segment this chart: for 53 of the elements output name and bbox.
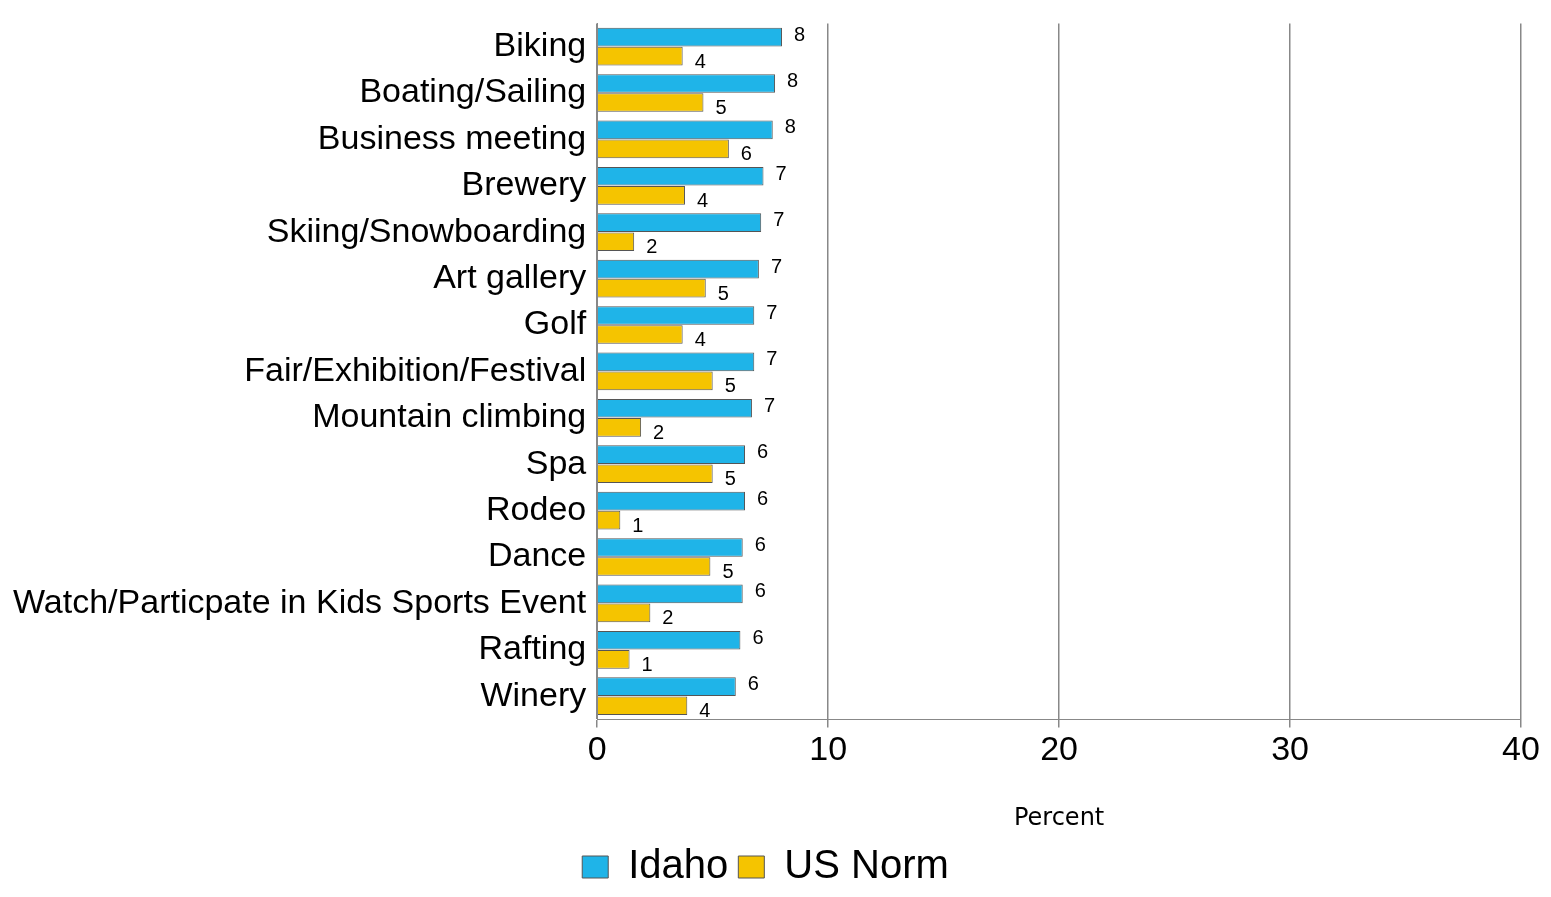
data-label: 7: [775, 161, 787, 184]
x-tick-label: 20: [1040, 729, 1079, 768]
data-label: 1: [632, 513, 644, 536]
data-label: 7: [773, 208, 785, 231]
data-label: 7: [766, 301, 778, 323]
data-label: 8: [793, 22, 806, 45]
legend-label: US Norm: [784, 842, 949, 887]
data-label: 2: [662, 606, 674, 629]
data-label: 7: [770, 254, 783, 277]
data-label: 6: [752, 625, 764, 648]
x-tick-label: 40: [1502, 729, 1540, 768]
x-tick-label: 10: [809, 729, 848, 768]
data-label: 4: [694, 49, 706, 72]
data-label: 5: [724, 374, 736, 397]
data-label: 5: [715, 96, 727, 119]
data-label: 1: [641, 652, 653, 675]
y-tick-label: Dance: [487, 535, 587, 574]
data-label: 4: [699, 699, 711, 722]
y-tick-label: Art gallery: [433, 256, 587, 295]
y-tick-label: Mountain climbing: [312, 396, 587, 435]
data-label: 7: [766, 347, 778, 370]
y-tick-label: Spa: [525, 442, 587, 481]
y-tick-label: Business meeting: [317, 117, 587, 156]
y-tick-label: Biking: [493, 24, 587, 63]
x-tick-label: 0: [587, 729, 607, 768]
y-tick-label: Fair/Exhibition/Festival: [244, 349, 587, 388]
legend-label: Idaho: [628, 842, 729, 887]
data-label: 7: [763, 393, 776, 416]
data-label: 5: [724, 467, 736, 490]
x-axis-title: Percent: [1013, 802, 1105, 831]
y-tick-label: Golf: [523, 303, 587, 342]
data-label: 5: [717, 281, 729, 304]
y-tick-label: Boating/Sailing: [359, 71, 587, 110]
data-label: 2: [653, 420, 665, 443]
data-label: 2: [646, 235, 658, 258]
data-label: 6: [757, 440, 769, 463]
data-label: 8: [784, 115, 796, 138]
data-label: 4: [694, 328, 706, 351]
y-tick-label: Rodeo: [486, 488, 587, 527]
data-label: 6: [754, 579, 766, 602]
x-tick-label: 30: [1271, 729, 1309, 768]
data-label: 5: [722, 560, 734, 583]
data-label: 4: [696, 188, 709, 211]
data-label: 8: [787, 69, 799, 91]
y-tick-label: Watch/Particpate in Kids Sports Event: [13, 581, 587, 620]
y-tick-label: Brewery: [461, 164, 587, 203]
y-tick-label: Winery: [480, 674, 587, 713]
data-label: 6: [747, 672, 759, 695]
data-label: 6: [754, 533, 766, 555]
data-label: 6: [740, 142, 752, 165]
y-tick-label: Rafting: [478, 628, 587, 667]
data-label: 6: [757, 486, 769, 509]
y-tick-label: Skiing/Snowboarding: [266, 210, 587, 249]
